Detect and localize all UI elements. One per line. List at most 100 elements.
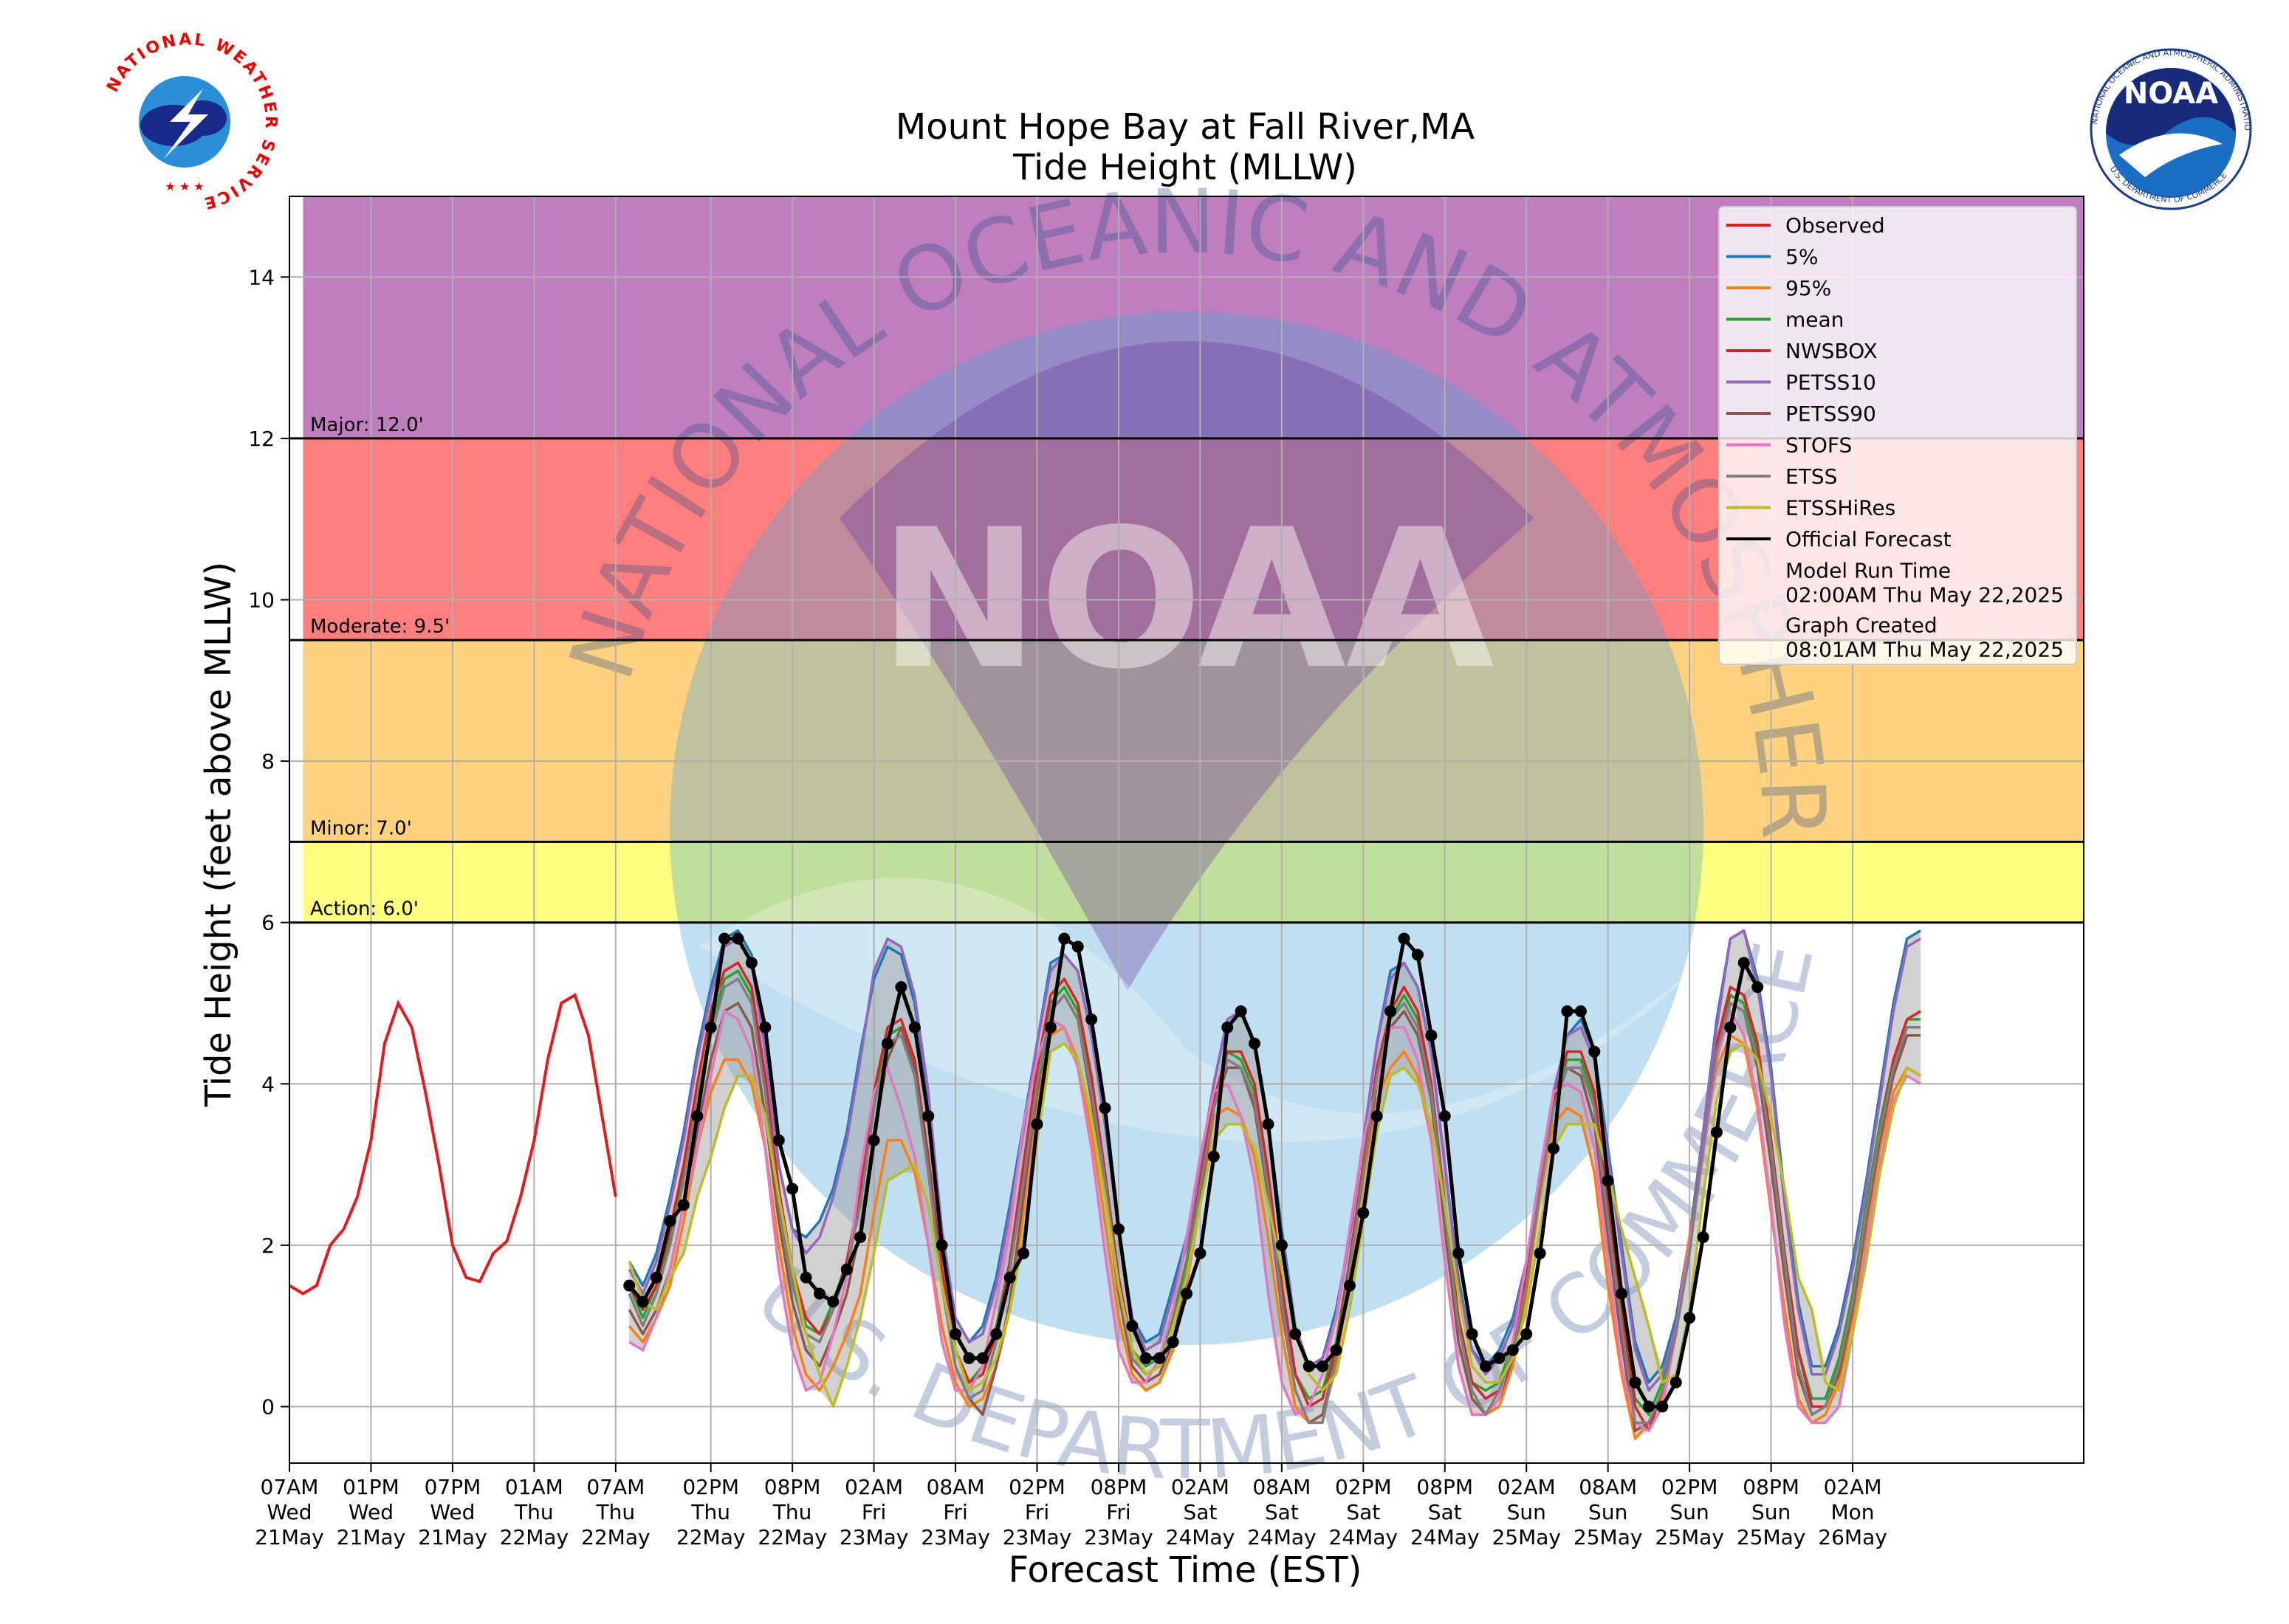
official-forecast-point bbox=[950, 1328, 962, 1341]
official-forecast-point bbox=[1235, 1005, 1247, 1017]
legend-label: 95% bbox=[1785, 276, 1831, 300]
official-forecast-point bbox=[786, 1183, 799, 1195]
legend-note-title: Graph Created bbox=[1785, 613, 1938, 638]
official-forecast-point bbox=[1112, 1223, 1125, 1236]
official-forecast-point bbox=[1153, 1352, 1166, 1364]
x-tick-label: 08PM Sun 25May bbox=[1737, 1475, 1806, 1549]
y-axis-label: Tide Height (feet above MLLW) bbox=[198, 562, 239, 1107]
legend-label: PETSS90 bbox=[1785, 402, 1876, 426]
official-forecast-point bbox=[1669, 1376, 1682, 1389]
x-tick-label: 07PM Wed 21May bbox=[418, 1475, 487, 1549]
svg-text:★ ★ ★: ★ ★ ★ bbox=[165, 179, 204, 193]
legend-label: mean bbox=[1785, 308, 1844, 332]
official-forecast-point bbox=[1167, 1336, 1179, 1349]
threshold-band-minor bbox=[303, 640, 2084, 842]
threshold-band-action bbox=[303, 842, 2084, 923]
legend-label: STOFS bbox=[1785, 433, 1852, 458]
official-forecast-point bbox=[1370, 1110, 1383, 1123]
official-forecast-point bbox=[840, 1263, 853, 1276]
official-forecast-point bbox=[745, 957, 758, 969]
noaa-logo-center: NOAA bbox=[2124, 77, 2218, 111]
official-forecast-point bbox=[677, 1199, 690, 1211]
legend-label: Observed bbox=[1785, 213, 1885, 238]
x-tick-label: 08AM Fri 23May bbox=[921, 1475, 990, 1549]
threshold-label-minor: Minor: 7.0' bbox=[310, 817, 412, 839]
official-forecast-point bbox=[1249, 1037, 1261, 1050]
official-forecast-point bbox=[1737, 957, 1750, 969]
official-forecast-point bbox=[827, 1296, 840, 1308]
legend: Observed 5% 95% mean NWSBOX PETSS10 PETSS90 STO… bbox=[1718, 206, 2077, 665]
official-forecast-point bbox=[936, 1239, 948, 1251]
x-tick-label: 02PM Sun 25May bbox=[1655, 1475, 1724, 1549]
official-forecast-point bbox=[1194, 1247, 1207, 1259]
watermark-bird-top bbox=[840, 341, 1534, 991]
official-forecast-point bbox=[1548, 1142, 1560, 1155]
official-forecast-point bbox=[882, 1037, 893, 1050]
y-tick-label: 0 bbox=[261, 1394, 275, 1419]
x-tick-label: 02PM Sat 24May bbox=[1329, 1475, 1399, 1549]
official-forecast-point bbox=[636, 1296, 649, 1308]
y-tick-label: 10 bbox=[248, 588, 275, 612]
series-line-etsshires bbox=[628, 1042, 1921, 1408]
x-tick-label: 02AM Mon 26May bbox=[1818, 1475, 1887, 1549]
official-forecast-point bbox=[963, 1352, 975, 1364]
official-forecast-point bbox=[1031, 1118, 1043, 1130]
series-line-observed bbox=[288, 993, 617, 1296]
official-forecast-point bbox=[1317, 1360, 1329, 1372]
x-axis-label: Forecast Time (EST) bbox=[1009, 1549, 1362, 1591]
legend-label: NWSBOX bbox=[1785, 339, 1878, 363]
official-forecast-point bbox=[1452, 1247, 1465, 1259]
y-tick-label: 14 bbox=[248, 265, 275, 289]
official-forecast-point bbox=[1085, 1013, 1098, 1025]
official-forecast-point bbox=[1588, 1045, 1601, 1058]
official-forecast-point bbox=[1656, 1400, 1669, 1413]
official-forecast-point bbox=[1411, 949, 1424, 961]
x-tick-label: 02PM Thu 22May bbox=[676, 1475, 746, 1549]
official-forecast-point bbox=[651, 1271, 663, 1284]
official-forecast-point bbox=[732, 932, 744, 945]
official-forecast-point bbox=[1493, 1352, 1506, 1364]
watermark-bird-bottom bbox=[699, 878, 1703, 1143]
official-forecast-point bbox=[908, 1021, 921, 1033]
official-forecast-point bbox=[1710, 1126, 1723, 1138]
official-forecast-point bbox=[1724, 1021, 1737, 1033]
official-forecast-point bbox=[1425, 1029, 1438, 1042]
official-forecast-point bbox=[1330, 1343, 1342, 1356]
x-tick-label: 01PM Wed 21May bbox=[337, 1475, 406, 1549]
official-forecast-point bbox=[1357, 1207, 1370, 1219]
official-forecast-point bbox=[1751, 981, 1764, 994]
official-forecast-point bbox=[1438, 1110, 1451, 1123]
official-forecast-point bbox=[1181, 1287, 1192, 1300]
official-forecast-point bbox=[1221, 1021, 1234, 1033]
x-tick-label: 08PM Sat 24May bbox=[1410, 1475, 1480, 1549]
chart-subtitle: Tide Height (MLLW) bbox=[1012, 147, 1357, 188]
official-forecast-point bbox=[1574, 1005, 1587, 1017]
official-forecast-point bbox=[895, 981, 907, 994]
y-tick-label: 6 bbox=[261, 911, 275, 935]
official-forecast-point bbox=[854, 1231, 867, 1243]
official-forecast-point bbox=[800, 1271, 812, 1284]
y-tick-label: 4 bbox=[261, 1072, 275, 1096]
official-forecast-point bbox=[1343, 1279, 1356, 1292]
legend-note-value: 08:01AM Thu May 22,2025 bbox=[1785, 638, 2064, 662]
official-forecast-point bbox=[691, 1110, 704, 1123]
x-tick-label: 08PM Thu 22May bbox=[758, 1475, 827, 1549]
official-forecast bbox=[623, 932, 1764, 1413]
official-forecast-point bbox=[1534, 1247, 1546, 1259]
official-forecast-point bbox=[1303, 1360, 1315, 1372]
official-forecast-point bbox=[664, 1215, 676, 1228]
chart-title: Mount Hope Bay at Fall River,MA bbox=[896, 106, 1475, 148]
official-forecast-point bbox=[1275, 1239, 1288, 1251]
legend-box bbox=[1718, 206, 2077, 665]
y-axis-ticks: 0 2 4 6 8 10 12 14 bbox=[248, 265, 289, 1419]
official-forecast-point bbox=[704, 1021, 717, 1033]
official-forecast-point bbox=[1058, 932, 1071, 945]
threshold-label-action: Action: 6.0' bbox=[310, 898, 419, 921]
x-tick-label: 08PM Fri 23May bbox=[1084, 1475, 1153, 1549]
official-forecast-point bbox=[1044, 1021, 1057, 1033]
y-tick-label: 12 bbox=[248, 427, 275, 451]
official-forecast-point bbox=[759, 1021, 772, 1033]
official-forecast-point bbox=[1071, 940, 1084, 953]
